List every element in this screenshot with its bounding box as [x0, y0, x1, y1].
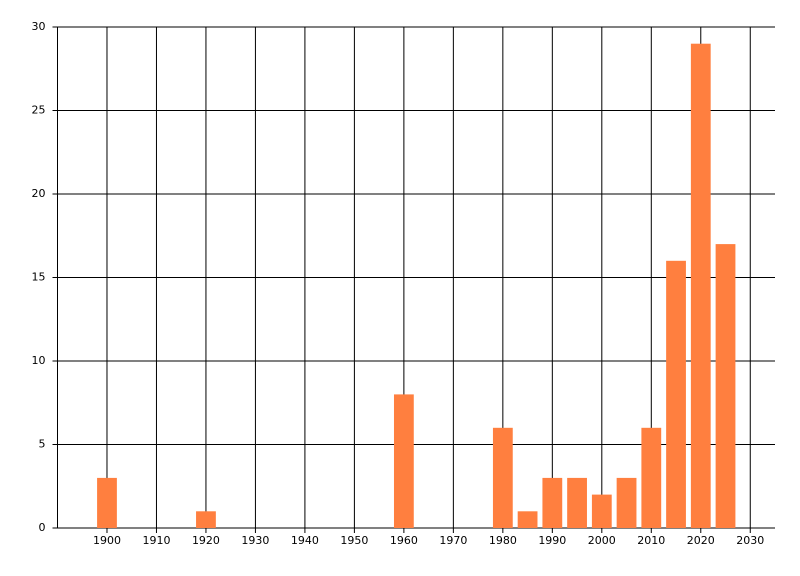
- x-tick-label: 2000: [588, 534, 616, 547]
- x-tick-label: 2020: [687, 534, 715, 547]
- bar: [196, 511, 216, 528]
- x-tick-label: 1900: [93, 534, 121, 547]
- bar: [97, 477, 117, 528]
- y-tick-label: 0: [39, 521, 46, 534]
- bar: [542, 477, 563, 528]
- bar: [591, 494, 612, 528]
- x-tick-label: 1960: [390, 534, 418, 547]
- x-tick-label: 1970: [439, 534, 467, 547]
- x-tick-label: 1930: [241, 534, 269, 547]
- bar: [715, 244, 736, 528]
- bar: [616, 477, 637, 528]
- bar: [666, 260, 686, 528]
- y-tick-label: 5: [39, 438, 46, 451]
- y-tick-label: 20: [32, 187, 46, 200]
- bar: [393, 394, 414, 528]
- y-tick-label: 10: [32, 354, 46, 367]
- bar: [567, 477, 587, 528]
- x-tick-label: 1910: [142, 534, 170, 547]
- y-tick-label: 30: [32, 20, 46, 33]
- bar: [517, 511, 538, 528]
- bar: [690, 43, 711, 528]
- x-tick-label: 2010: [637, 534, 665, 547]
- y-tick-label: 25: [32, 104, 46, 117]
- x-tick-label: 1940: [291, 534, 319, 547]
- bar: [641, 427, 662, 528]
- x-tick-label: 1950: [340, 534, 368, 547]
- bar: [492, 427, 513, 528]
- y-tick-label: 15: [32, 271, 46, 284]
- x-tick-label: 1920: [192, 534, 220, 547]
- x-tick-label: 2030: [736, 534, 764, 547]
- x-tick-label: 1990: [538, 534, 566, 547]
- x-tick-label: 1980: [489, 534, 517, 547]
